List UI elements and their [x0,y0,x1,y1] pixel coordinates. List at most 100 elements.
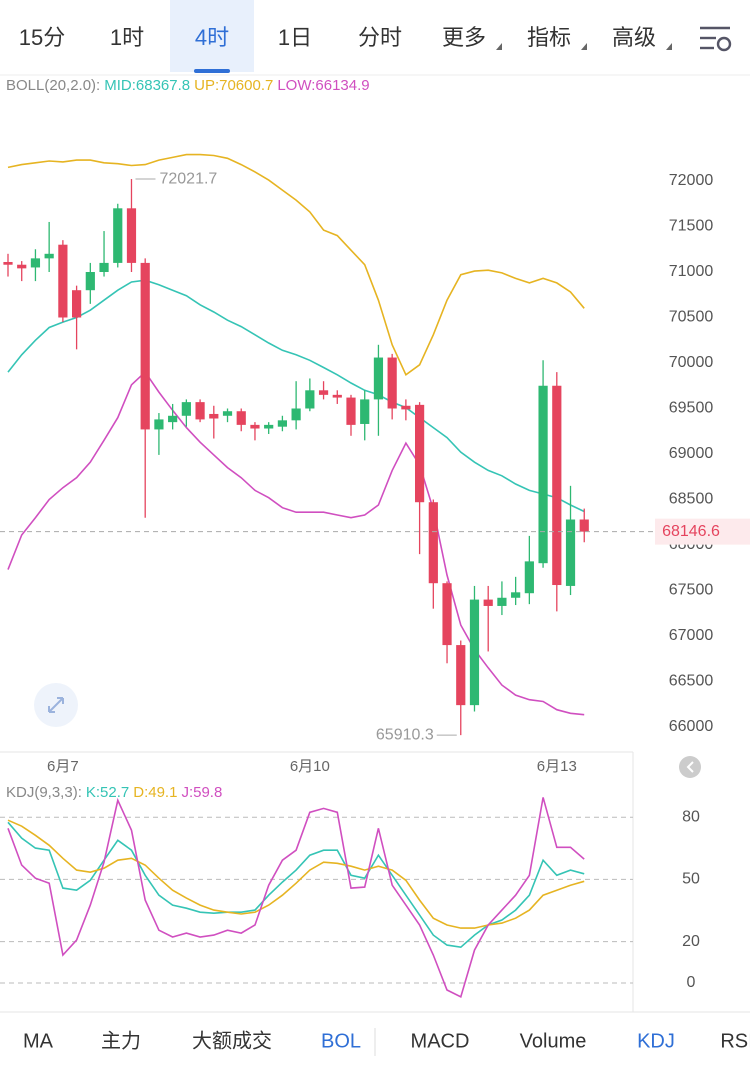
candle-body [318,390,329,395]
y-tick-label: 70500 [669,309,714,326]
y-tick-label: 0 [687,974,696,991]
tab[interactable]: 指标 [527,25,571,50]
candle-body [99,262,109,273]
y-tick-label: 67000 [669,627,714,644]
candle-body [428,502,438,584]
candle-body [305,390,315,409]
indicator-label: MID:68367.8 [104,77,190,94]
candle-body [538,385,548,564]
candle-body [291,408,301,421]
boll-line [7,279,585,513]
max-label: 72021.7 [159,170,217,187]
menu-caret [581,43,587,50]
bottom-tab[interactable]: KDJ [637,1030,675,1052]
candle-body [442,583,452,646]
reset-arrow [686,761,694,773]
candle-body [579,519,589,532]
bottom-tab[interactable]: MA [23,1030,54,1052]
candle-body [264,424,274,429]
candle-body [140,262,150,430]
boll-line [7,370,585,716]
candle-body [456,645,466,706]
candle-body [565,519,576,586]
candle-body [511,592,521,598]
tab[interactable]: 15分 [19,25,65,50]
candle-body [181,402,191,416]
y-tick-label: 66000 [669,718,714,735]
expand-button[interactable] [34,683,78,727]
reset-bg [679,756,701,778]
candle-body [72,290,82,318]
indicator-label: J:59.8 [181,784,222,801]
candle-body [497,597,507,606]
candle-body [168,415,178,423]
tab[interactable]: 更多 [442,25,486,50]
y-tick-label: 69000 [669,445,714,462]
candle-body [222,411,233,416]
candle-body [17,264,27,269]
y-tick-label: 67500 [669,582,714,599]
menu-caret [666,43,672,50]
candle-body [483,599,493,606]
bottom-tab[interactable]: MACD [411,1030,470,1052]
candle-body [346,397,356,425]
tab[interactable]: 高级 [612,25,656,50]
candle-body [209,413,219,419]
x-tick-label: 6月13 [537,758,577,775]
menu-caret [496,43,502,50]
indicator-label: KDJ(9,3,3): [6,784,82,801]
y-tick-label: 72000 [669,172,714,189]
candle-body [126,208,137,263]
min-label: 65910.3 [376,726,434,743]
tab[interactable]: 分时 [358,25,402,50]
y-tick-label: 50 [682,871,700,888]
candle-body [373,357,384,400]
price-label: 68146.6 [662,523,720,540]
indicator-label: UP:70600.7 [194,77,273,94]
candle-body [44,253,54,259]
x-tick-label: 6月7 [47,758,79,775]
candle-body [58,244,68,318]
candle-body [250,424,260,429]
y-tick-label: 80 [682,809,700,826]
tab[interactable]: 1日 [278,25,312,50]
candle-body [277,420,287,427]
kdj-line [7,797,585,999]
tab-underline [194,69,230,73]
candle-body [401,405,411,410]
candle-body [387,357,397,409]
bottom-tab[interactable]: RSI [720,1030,750,1052]
candle-body [195,402,205,420]
bottom-tab[interactable]: Volume [520,1030,587,1052]
settings-icon[interactable] [700,26,732,52]
candle-body [469,599,480,706]
y-tick-label: 20 [682,933,700,950]
indicator-label: K:52.7 [86,784,129,801]
tab[interactable]: 1时 [110,25,144,50]
expand-arrows [48,697,64,713]
candle-body [360,399,370,424]
price-box [655,518,750,545]
indicator-label: BOLL(20,2.0): [6,77,100,94]
candle-body [332,394,342,398]
candle-body [30,258,41,268]
indicator-label: LOW:66134.9 [277,77,369,94]
reset-button[interactable] [679,756,701,778]
candle-body [85,272,95,291]
y-tick-label: 68500 [669,491,714,508]
boll-line [7,153,585,377]
bottom-tab[interactable]: BOL [321,1030,361,1052]
candle-body [552,385,562,586]
bottom-tab[interactable]: 大额成交 [192,1029,272,1052]
indicator-label: D:49.1 [133,784,177,801]
tab[interactable]: 4时 [195,25,229,50]
x-tick-label: 6月10 [290,758,330,775]
candle-body [236,411,246,425]
bottom-tab[interactable]: 主力 [101,1029,141,1052]
candle-body [113,208,123,263]
icon-gear [716,36,732,52]
y-tick-label: 69500 [669,400,714,417]
y-tick-label: 71500 [669,218,714,235]
